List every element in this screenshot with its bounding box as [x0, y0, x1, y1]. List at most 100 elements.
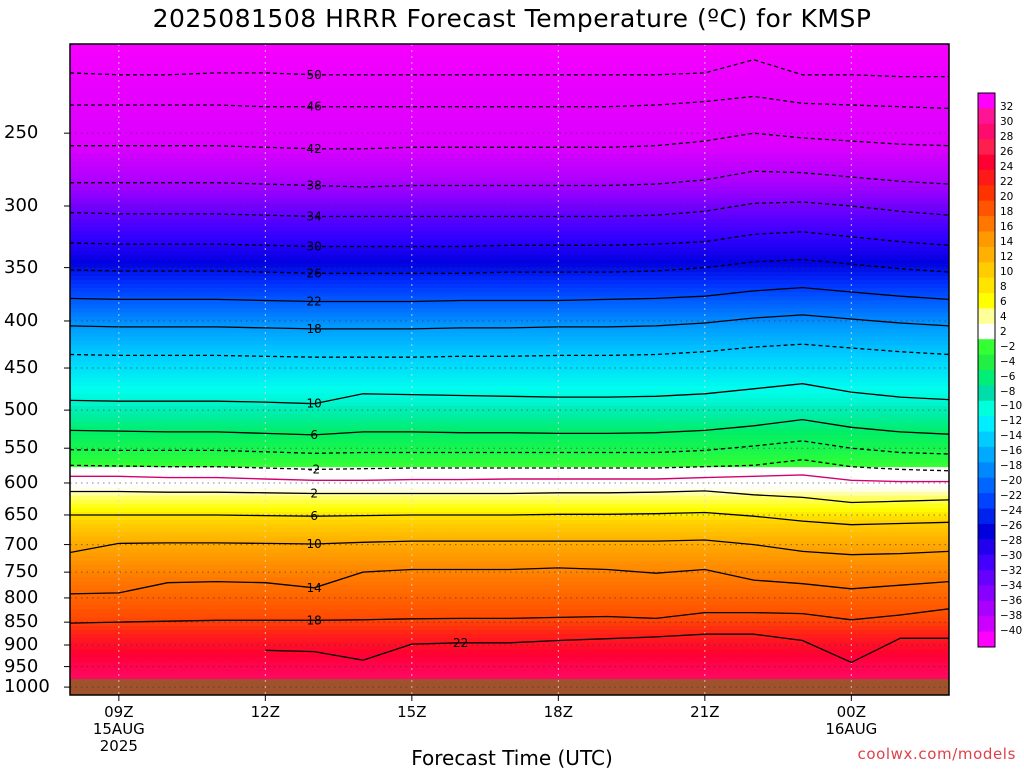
- colorbar-swatch: [978, 262, 995, 278]
- colorbar-swatch: [978, 385, 995, 401]
- y-tick-label: 900: [4, 636, 64, 654]
- isotherm-label: 34: [307, 210, 322, 224]
- colorbar-swatch: [978, 416, 995, 432]
- colorbar-swatch: [978, 339, 995, 355]
- colorbar-swatch: [978, 155, 995, 171]
- colorbar-swatch: [978, 493, 995, 509]
- colorbar-label: −4: [1000, 357, 1015, 368]
- colorbar-label: 4: [1000, 312, 1007, 323]
- y-tick-label: 400: [4, 312, 64, 330]
- colorbar-swatch: [978, 139, 995, 155]
- y-tick-label: 450: [4, 359, 64, 377]
- colorbar-swatch: [978, 462, 995, 478]
- y-tick-label: 550: [4, 439, 64, 457]
- isotherm-label: 18: [307, 613, 322, 627]
- colorbar-swatch: [978, 370, 995, 386]
- colorbar-swatch: [978, 401, 995, 417]
- colorbar-swatch: [978, 185, 995, 201]
- isotherm-label: -2: [308, 462, 320, 476]
- y-tick-label: 1000: [4, 678, 64, 696]
- colorbar-swatch: [978, 201, 995, 217]
- ground-layer: [70, 679, 949, 695]
- colorbar-swatch: [978, 570, 995, 586]
- y-tick-label: 350: [4, 259, 64, 277]
- y-tick-label: 500: [4, 401, 64, 419]
- colorbar-label: −16: [1000, 446, 1022, 457]
- y-tick-label: 600: [4, 474, 64, 492]
- isotherm-label: 22: [453, 636, 468, 650]
- colorbar-label: 32: [1000, 102, 1013, 113]
- colorbar-label: −14: [1000, 431, 1022, 442]
- colorbar-label: −32: [1000, 566, 1022, 577]
- colorbar-label: −22: [1000, 491, 1022, 502]
- colorbar-label: 12: [1000, 252, 1013, 263]
- y-tick-label: 850: [4, 613, 64, 631]
- colorbar-label: −18: [1000, 461, 1022, 472]
- y-tick-label: 700: [4, 536, 64, 554]
- isotherm-label: 30: [307, 240, 322, 254]
- colorbar-label: −10: [1000, 401, 1022, 412]
- colorbar-swatch: [978, 632, 995, 648]
- colorbar-label: 10: [1000, 267, 1013, 278]
- colorbar-label: 22: [1000, 177, 1013, 188]
- y-tick-label: 750: [4, 563, 64, 581]
- colorbar-swatch: [978, 308, 995, 324]
- colorbar-label: −34: [1000, 581, 1022, 592]
- isotherm-label: 6: [310, 428, 318, 442]
- colorbar-swatch: [978, 355, 995, 371]
- temperature-bands: [70, 44, 950, 696]
- isotherm-label: 6: [310, 509, 318, 523]
- colorbar-label: 20: [1000, 192, 1013, 203]
- colorbar-swatch: [978, 247, 995, 263]
- colorbar-swatch: [978, 509, 995, 525]
- isotherm-label: 10: [307, 537, 322, 551]
- colorbar-label: 18: [1000, 207, 1013, 218]
- colorbar-label: −38: [1000, 611, 1022, 622]
- credit-link[interactable]: coolwx.com/models: [858, 745, 1017, 763]
- colorbar-swatch: [978, 324, 995, 340]
- x-tick-label: 18Z: [508, 704, 608, 721]
- colorbar-swatch: [978, 170, 995, 186]
- colorbar-label: 8: [1000, 282, 1007, 293]
- y-tick-label: 800: [4, 589, 64, 607]
- colorbar-label: 30: [1000, 117, 1013, 128]
- colorbar-label: −2: [1000, 342, 1015, 353]
- colorbar-label: 14: [1000, 237, 1013, 248]
- y-tick-label: 250: [4, 124, 64, 142]
- isotherm-label: 18: [307, 322, 322, 336]
- colorbar-swatch: [978, 555, 995, 571]
- colorbar-label: −6: [1000, 372, 1015, 383]
- colorbar-swatch: [978, 108, 995, 124]
- colorbar-swatch: [978, 478, 995, 494]
- colorbar-swatch: [978, 232, 995, 248]
- colorbar-label: −12: [1000, 416, 1022, 427]
- colorbar-label: −8: [1000, 387, 1015, 398]
- colorbar-swatch: [978, 616, 995, 632]
- colorbar-swatch: [978, 601, 995, 617]
- isotherm-label: 38: [307, 179, 322, 193]
- y-tick-label: 650: [4, 506, 64, 524]
- colorbar-swatch: [978, 585, 995, 601]
- colorbar-swatch: [978, 278, 995, 294]
- colorbar-label: 26: [1000, 147, 1013, 158]
- isotherm-label: 42: [307, 142, 322, 156]
- colorbar-swatch: [978, 539, 995, 555]
- colorbar-label: −24: [1000, 506, 1022, 517]
- colorbar-swatch: [978, 447, 995, 463]
- isotherm-label: 10: [307, 397, 322, 411]
- colorbar-swatch: [978, 432, 995, 448]
- isotherm-label: 46: [307, 100, 322, 114]
- colorbar-label: −28: [1000, 536, 1022, 547]
- colorbar-label: −30: [1000, 551, 1022, 562]
- colorbar-label: −26: [1000, 521, 1022, 532]
- colorbar-swatch: [978, 124, 995, 140]
- colorbar-label: 24: [1000, 162, 1013, 173]
- colorbar-label: −20: [1000, 476, 1022, 487]
- colorbar-swatch: [978, 524, 995, 540]
- x-tick-label: 15Z: [362, 704, 462, 721]
- isotherm-label: 26: [307, 266, 322, 280]
- colorbar-label: 16: [1000, 222, 1013, 233]
- x-tick-label: 12Z: [215, 704, 315, 721]
- colorbar-swatch: [978, 93, 995, 109]
